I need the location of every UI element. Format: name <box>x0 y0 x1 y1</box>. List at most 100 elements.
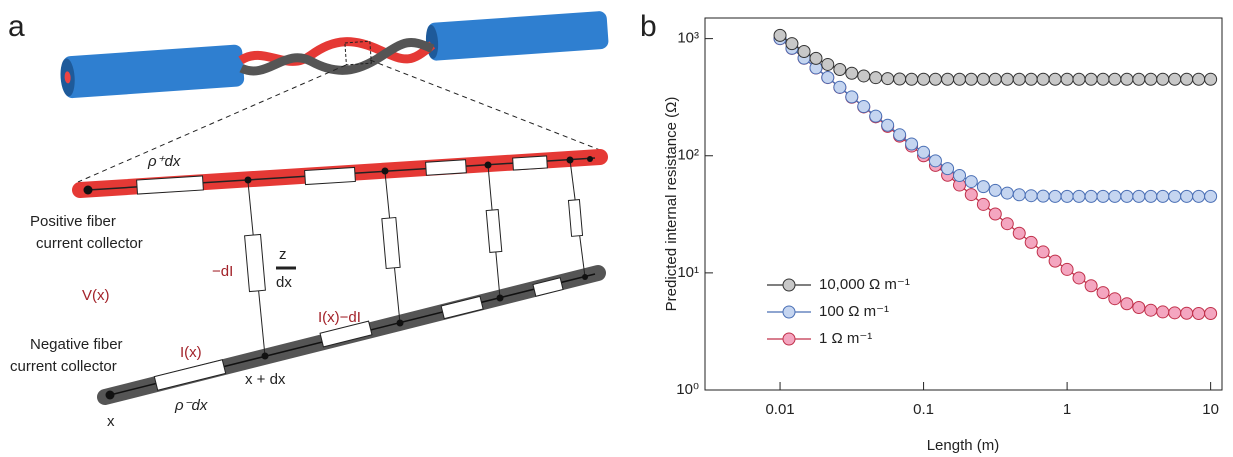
shunts <box>244 159 586 357</box>
series-line <box>779 38 1211 198</box>
data-point <box>881 118 895 132</box>
node <box>496 294 504 302</box>
legend-label: 100 Ω m⁻¹ <box>819 303 889 320</box>
label: dx <box>276 274 292 291</box>
resistor <box>153 359 227 391</box>
data-point <box>1048 189 1062 203</box>
cable-illustration <box>60 11 609 99</box>
data-point <box>1108 189 1122 203</box>
label: I(x)−dI <box>318 309 361 326</box>
data-point <box>953 169 967 183</box>
resistor <box>512 155 548 171</box>
label: current collector <box>10 358 117 375</box>
node <box>381 167 389 175</box>
data-point <box>857 69 871 83</box>
data-point <box>917 145 931 159</box>
legend-marker <box>782 278 796 292</box>
data-point <box>1060 72 1074 86</box>
resistor <box>244 233 266 293</box>
data-point <box>1060 189 1074 203</box>
label: ρ⁺dx <box>147 153 181 170</box>
data-point <box>1144 303 1158 317</box>
data-point <box>988 72 1002 86</box>
data-point <box>1156 305 1170 319</box>
data-point <box>845 66 859 80</box>
label: z <box>279 246 287 263</box>
data-point <box>1084 189 1098 203</box>
data-point <box>1012 188 1026 202</box>
data-point <box>893 72 907 86</box>
data-point <box>1168 189 1182 203</box>
x-tick-label: 10 <box>1202 401 1219 418</box>
label: Negative fiber <box>30 336 123 353</box>
x-axis-label: Length (m) <box>927 437 1000 454</box>
x-tick-label: 0.1 <box>913 401 934 418</box>
node <box>582 274 588 280</box>
label: V(x) <box>82 287 110 304</box>
data-point <box>988 183 1002 197</box>
data-point <box>1084 72 1098 86</box>
y-tick-label: 10² <box>677 147 699 164</box>
data-point <box>988 207 1002 221</box>
data-point <box>1204 306 1218 320</box>
data-point <box>809 51 823 65</box>
resistor <box>485 209 503 253</box>
legend-marker <box>782 305 796 319</box>
data-point <box>1096 72 1110 86</box>
data-point <box>1168 72 1182 86</box>
data-point <box>1000 217 1014 231</box>
data-point <box>893 128 907 142</box>
data-point <box>928 72 942 86</box>
data-point <box>976 197 990 211</box>
data-point <box>1120 297 1134 311</box>
data-point <box>1156 189 1170 203</box>
data-point <box>785 37 799 51</box>
data-point <box>1180 306 1194 320</box>
label: Positive fiber <box>30 213 116 230</box>
data-point <box>1192 72 1206 86</box>
zoom-line <box>77 64 347 183</box>
data-point <box>1132 189 1146 203</box>
y-tick-label: 10¹ <box>677 264 699 281</box>
resistor <box>425 159 467 176</box>
data-point <box>1024 72 1038 86</box>
data-point <box>1096 286 1110 300</box>
data-point <box>1024 189 1038 203</box>
data-point <box>928 154 942 168</box>
node <box>244 176 252 184</box>
node <box>83 185 93 195</box>
data-point <box>1168 306 1182 320</box>
node <box>587 156 593 162</box>
x-tick-label: 0.01 <box>765 401 794 418</box>
data-point <box>964 72 978 86</box>
data-point <box>964 188 978 202</box>
data-point <box>1072 189 1086 203</box>
resistor <box>532 277 564 297</box>
plot-frame <box>704 17 1223 391</box>
core <box>64 71 71 84</box>
data-point <box>1192 189 1206 203</box>
data-point <box>1108 72 1122 86</box>
data-point <box>1036 72 1050 86</box>
y-tick-label: 10³ <box>677 30 699 47</box>
label: x + dx <box>245 371 286 388</box>
data-point <box>1000 72 1014 86</box>
data-point <box>833 80 847 94</box>
data-point <box>976 72 990 86</box>
data-point <box>1012 72 1026 86</box>
legend-label: 10,000 Ω m⁻¹ <box>819 276 910 293</box>
legend-marker <box>782 332 796 346</box>
data-point <box>917 72 931 86</box>
panel-b: b Length (m) Predicted internal resistan… <box>640 10 1223 454</box>
resistor <box>319 320 373 348</box>
x-tick-label: 1 <box>1063 401 1071 418</box>
data-point <box>941 72 955 86</box>
y-axis-label: Predicted internal resistance (Ω) <box>663 97 680 312</box>
data-point <box>1084 279 1098 293</box>
panel-label: b <box>640 10 657 43</box>
data-point <box>881 72 895 86</box>
data-point <box>869 71 883 85</box>
resistor <box>567 199 584 237</box>
data-point <box>821 57 835 71</box>
data-point <box>1144 72 1158 86</box>
